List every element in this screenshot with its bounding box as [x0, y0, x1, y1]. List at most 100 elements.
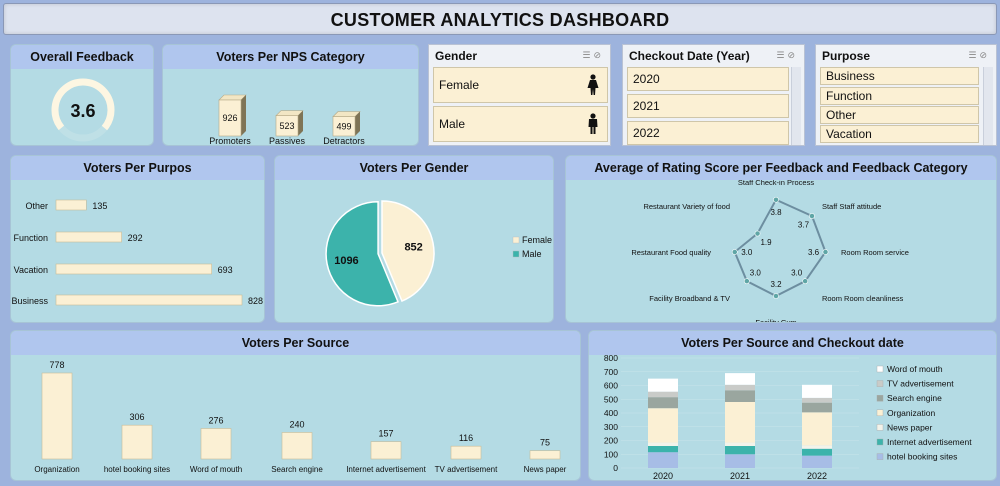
- slicer-controls-icon[interactable]: ☰⊘: [776, 50, 798, 60]
- stack-segment-internet-advertisement-2021: [725, 446, 755, 455]
- gender-slicer-title: Gender: [435, 49, 478, 63]
- dashboard-title: CUSTOMER ANALYTICS DASHBOARD: [330, 10, 670, 30]
- slicer-item-label: Business: [826, 69, 875, 83]
- purpose-bar-function: [55, 231, 122, 243]
- source-bar-tv-advertisement: [450, 445, 482, 460]
- slicer-controls-icon[interactable]: ☰⊘: [968, 50, 990, 60]
- y-tick-500: 500: [604, 394, 618, 404]
- nps-value-promoters: 926: [222, 113, 237, 123]
- x-tick-2021: 2021: [730, 471, 750, 481]
- slicer-item-label: Female: [439, 78, 480, 92]
- slicer-item-2020[interactable]: 2020: [627, 67, 789, 91]
- slicer-item-male[interactable]: Male: [433, 106, 608, 142]
- source-chart-title: Voters Per Source: [11, 331, 580, 355]
- source-label-internet-advertisement: Internet advertisement: [346, 465, 426, 474]
- source-bar-word-of-mouth: [200, 428, 232, 460]
- overall-feedback-title: Overall Feedback: [11, 45, 153, 69]
- radar-label-room-room-cleanliness: Room Room cleanliness: [822, 294, 904, 303]
- source-label-hotel-booking-sites: hotel booking sites: [104, 465, 170, 474]
- legend-swatch-word-of-mouth: [876, 365, 884, 373]
- y-tick-800: 800: [604, 355, 618, 363]
- source-bar-hotel-booking-sites: [121, 424, 153, 460]
- slicer-item-other[interactable]: Other: [820, 106, 979, 124]
- radar-value-room-room-cleanliness: 3.0: [791, 269, 803, 278]
- radar-point-room-room-service: [822, 249, 829, 255]
- source-bar-chart: 778 Organization 306 hotel booking sites 276…: [34, 360, 566, 474]
- nps-value-detractors: 499: [336, 121, 351, 131]
- radar-point-staff-check-in-process: [773, 196, 779, 203]
- nps-box-promoters: [218, 99, 242, 137]
- slicer-item-female[interactable]: Female: [433, 67, 608, 103]
- stack-segment-organization-2022: [802, 412, 832, 446]
- source-value-news-paper: 75: [540, 438, 550, 448]
- stack-segment-search-engine-2022: [802, 402, 832, 413]
- rating-radar-panel: Average of Rating Score per Feedback and…: [565, 155, 997, 323]
- slicer-item-label: 2022: [633, 126, 660, 140]
- purpose-value-business: 828: [248, 296, 263, 306]
- stack-segment-tv-advertisement-2021: [725, 384, 755, 391]
- slicer-item-label: Other: [826, 108, 857, 122]
- radar-label-restaurant-food-quality: Restaurant Food quality: [631, 248, 711, 257]
- radar-point-room-room-cleanliness: [802, 278, 809, 285]
- purpose-value-vacation: 693: [218, 265, 233, 275]
- radar-label-staff-staff-attitude: Staff Staff attitude: [822, 202, 881, 211]
- radar-value-restaurant-food-quality: 3.0: [741, 248, 753, 257]
- slicer-item-label: Function: [826, 89, 873, 103]
- purpose-label-business: Business: [11, 296, 48, 306]
- male-icon: [588, 113, 598, 134]
- source-bar-organization: [41, 372, 73, 460]
- legend-swatch-female: [512, 236, 520, 244]
- slicer-item-business[interactable]: Business: [820, 67, 979, 85]
- source-value-search-engine: 240: [289, 419, 304, 429]
- y-tick-200: 200: [604, 436, 618, 446]
- slicer-item-2021[interactable]: 2021: [627, 94, 789, 118]
- x-tick-2022: 2022: [807, 471, 827, 481]
- source-label-tv-advertisement: TV advertisement: [435, 465, 498, 474]
- stack-segment-word-of-mouth-2021: [725, 373, 755, 385]
- gender-chart-panel: Voters Per Gender 852 1096 Female Male: [274, 155, 554, 323]
- radar-label-restaurant-variety-of-food: Restaurant Variety of food: [643, 202, 730, 211]
- radar-point-restaurant-food-quality: [731, 249, 738, 255]
- purpose-chart-panel: Voters Per Purpos Other 135 Function 292 Vac…: [10, 155, 265, 323]
- source-bar-search-engine: [281, 432, 313, 460]
- stack-segment-news-paper-2022: [802, 445, 832, 449]
- slicer-controls-icon[interactable]: ☰⊘: [582, 50, 604, 60]
- nps-title: Voters Per NPS Category: [163, 45, 418, 69]
- pie-value-male: 1096: [334, 255, 358, 267]
- rating-radar-chart: 3.8 Staff Check-in Process 3.7 Staff Staff …: [631, 180, 909, 322]
- nps-label-passives: Passives: [269, 136, 306, 146]
- checkout-year-slicer-title: Checkout Date (Year): [629, 49, 750, 63]
- pie-slice-female: [381, 200, 435, 303]
- slicer-scrollbar[interactable]: [983, 67, 993, 145]
- source-label-organization: Organization: [34, 465, 79, 474]
- radar-point-restaurant-variety-of-food: [754, 230, 761, 237]
- purpose-label-function: Function: [13, 233, 48, 243]
- stack-segment-search-engine-2020: [648, 397, 678, 409]
- slicer-scrollbar[interactable]: [791, 67, 801, 145]
- legend-label-female: Female: [522, 235, 552, 245]
- radar-value-restaurant-variety-of-food: 1.9: [760, 238, 772, 247]
- radar-label-staff-check-in-process: Staff Check-in Process: [738, 180, 814, 187]
- source-bar-news-paper: [529, 450, 561, 460]
- nps-panel: Voters Per NPS Category 926 Promoters 523 P…: [162, 44, 419, 146]
- slicer-item-function[interactable]: Function: [820, 87, 979, 105]
- source-chart-panel: Voters Per Source 778 Organization 306 hote…: [10, 330, 581, 481]
- female-icon: [587, 74, 599, 95]
- legend-swatch-organization: [876, 409, 884, 416]
- legend-label-news-paper: News paper: [887, 422, 933, 432]
- legend-swatch-internet-advertisement: [876, 438, 884, 446]
- nps-chart: 926 Promoters 523 Passives 499 Detractors: [209, 94, 365, 146]
- stack-segment-news-paper-2020: [648, 442, 678, 446]
- slicer-item-2022[interactable]: 2022: [627, 121, 789, 145]
- slicer-item-vacation[interactable]: Vacation: [820, 125, 979, 143]
- purpose-slicer-title: Purpose: [822, 49, 871, 63]
- y-tick-700: 700: [604, 367, 618, 377]
- legend-label-word-of-mouth: Word of mouth: [887, 364, 943, 374]
- radar-point-staff-staff-attitude: [809, 213, 815, 219]
- rating-radar-title: Average of Rating Score per Feedback and…: [566, 156, 996, 180]
- y-tick-0: 0: [613, 463, 618, 473]
- legend-swatch-search-engine: [876, 395, 884, 402]
- source-value-organization: 778: [49, 360, 64, 370]
- legend-swatch-male: [512, 250, 520, 258]
- dashboard-header: CUSTOMER ANALYTICS DASHBOARD: [3, 3, 997, 35]
